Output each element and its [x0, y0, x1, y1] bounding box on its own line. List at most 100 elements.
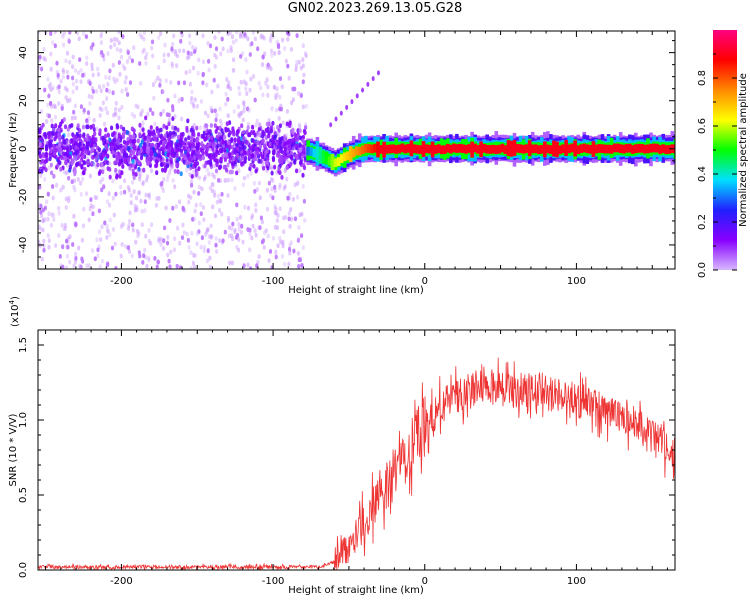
spectrogram-trace-cell [358, 146, 362, 156]
spectrogram-noise-point [119, 48, 123, 54]
spectrogram-noise-point [141, 120, 145, 125]
spectrogram-noise-point [289, 154, 293, 160]
spectrogram-noise-point [265, 187, 269, 193]
spectrogram-noise-point [190, 51, 194, 56]
spectrogram-noise-point [224, 91, 228, 97]
spectrogram-noise-point [270, 186, 274, 192]
spectrogram-noise-point [274, 95, 278, 101]
spectrogram-trace-cell [394, 145, 398, 154]
spectrogram-noise-point [171, 116, 175, 121]
spectrogram-x-tick-label: 100 [567, 276, 586, 287]
spectrogram-noise-point [278, 185, 282, 191]
spectrogram-noise-point [100, 162, 104, 168]
spectrogram-noise-point [258, 143, 262, 149]
spectrogram-noise-point [72, 169, 77, 175]
spectrogram-trace-cell [455, 144, 459, 153]
spectrogram-noise-point [243, 204, 247, 210]
spectrogram-noise-point [301, 79, 305, 85]
spectrogram-noise-point [283, 141, 287, 147]
spectrogram-noise-point [192, 264, 197, 269]
spectrogram-noise-point [208, 141, 212, 147]
spectrogram-noise-point [146, 111, 150, 117]
spectrogram-noise-point [195, 138, 199, 144]
spectrogram-noise-point [246, 106, 250, 112]
spectrogram-trace-cell [561, 144, 565, 154]
spectrogram-noise-point [131, 149, 136, 155]
spectrogram-noise-point [201, 33, 205, 39]
spectrogram-noise-point [268, 249, 273, 254]
spectrogram-noise-point [226, 177, 230, 183]
spectrogram-noise-point [67, 198, 71, 204]
spectrogram-noise-point [205, 229, 209, 235]
spectrogram-noise-point [126, 185, 130, 190]
spectrogram-noise-point [85, 156, 89, 162]
spectrogram-noise-point [46, 233, 50, 239]
spectrogram-noise-point [188, 166, 192, 172]
spectrogram-noise-point [250, 215, 254, 221]
spectrogram-trace-cell [415, 144, 420, 154]
spectrogram-noise-point [143, 199, 147, 205]
spectrogram-noise-point [126, 50, 130, 55]
spectrogram-noise-point [206, 248, 210, 254]
spectrogram-noise-point [72, 168, 76, 174]
spectrogram-noise-point [57, 206, 61, 211]
spectrogram-noise-point [225, 148, 229, 154]
spectrogram-noise-point [50, 212, 54, 218]
spectrogram-noise-point [99, 88, 103, 94]
spectrogram-trace-cell [564, 140, 568, 156]
spectrogram-trace-cell [585, 144, 590, 154]
spectrogram-noise-point [129, 148, 133, 154]
spectrogram-noise-point [234, 163, 238, 169]
spectrogram-trace-cell [312, 148, 317, 158]
spectrogram-noise-point [182, 230, 186, 236]
spectrogram-noise-point [157, 142, 161, 148]
spectrogram-noise-point [96, 66, 100, 72]
spectrogram-noise-point [57, 132, 61, 138]
spectrogram-noise-point [170, 63, 175, 69]
spectrogram-noise-point [209, 223, 213, 229]
spectrogram-noise-point [75, 161, 79, 167]
spectrogram-noise-point [266, 160, 270, 165]
spectrogram-noise-point [273, 51, 277, 56]
spectrogram-noise-point [88, 135, 92, 141]
spectrogram-noise-point [156, 75, 160, 81]
spectrogram-noise-point [254, 168, 258, 174]
colorbar-gradient [713, 30, 737, 270]
spectrogram-noise-point [66, 149, 70, 155]
spectrogram-trace-cell [406, 144, 411, 153]
spectrogram-noise-point [216, 143, 220, 148]
spectrogram-noise-point [185, 160, 189, 166]
spectrogram-noise-point [294, 67, 298, 72]
spectrogram-noise-point [107, 191, 111, 197]
spectrogram-noise-point [139, 112, 143, 117]
spectrogram-trace-cell [552, 140, 556, 157]
spectrogram-noise-point [201, 72, 205, 78]
spectrogram-noise-point [127, 218, 132, 224]
spectrogram-noise-point [241, 239, 245, 245]
spectrogram-noise-point [273, 204, 277, 210]
spectrogram-noise-point [63, 222, 68, 228]
spectrogram-noise-point [134, 207, 138, 212]
spectrogram-noise-point [94, 195, 99, 201]
spectrogram-noise-point [74, 221, 78, 227]
spectrogram-noise-point [184, 70, 188, 75]
spectrogram-noise-point [224, 140, 228, 145]
spectrogram-noise-point [189, 266, 193, 269]
spectrogram-noise-point [87, 217, 91, 223]
spectrogram-noise-point [278, 123, 282, 129]
spectrogram-noise-point [134, 172, 138, 177]
spectrogram-noise-point [120, 104, 124, 110]
spectrogram-noise-point [300, 211, 304, 217]
spectrogram-noise-point [168, 142, 172, 147]
spectrogram-noise-point [82, 107, 86, 113]
spectrogram-trace-cell [464, 145, 468, 154]
spectrogram-noise-point [106, 160, 110, 166]
spectrogram-noise-point [257, 132, 261, 138]
spectrogram-trace-cell [631, 145, 635, 154]
spectrogram-noise-point [228, 152, 232, 158]
spectrogram-noise-point [114, 167, 118, 173]
spectrogram-noise-point [99, 156, 104, 162]
spectrogram-noise-point [150, 222, 154, 228]
